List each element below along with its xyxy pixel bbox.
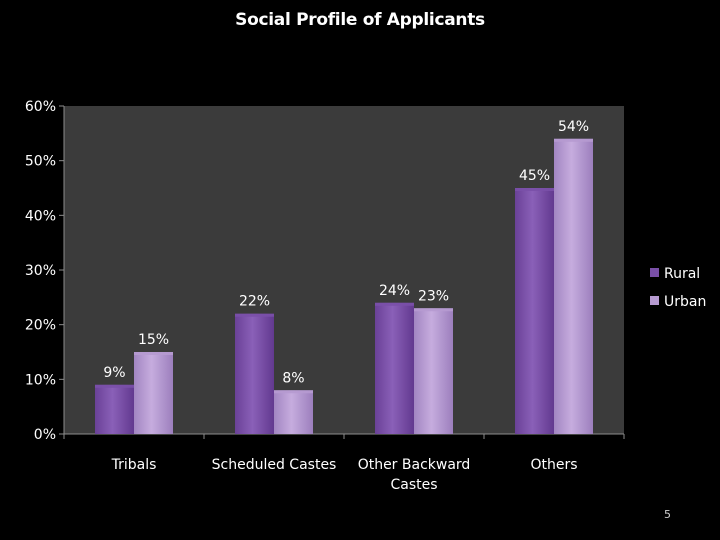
data-label: 9% — [103, 365, 125, 381]
x-tick-label: Tribals — [111, 457, 157, 473]
y-tick-label: 10% — [25, 372, 56, 388]
bar-top-highlight — [515, 188, 554, 191]
y-axis: 0% 10% 20% 30% 40% 50% 60% — [25, 99, 65, 443]
data-labels: 9% 22% 24% 45% 15% 8% 23% 54% — [103, 119, 589, 386]
legend-swatch-urban — [650, 296, 659, 305]
chart-title: Social Profile of Applicants — [235, 10, 485, 30]
y-tick-label: 0% — [34, 427, 56, 443]
bar-top-highlight — [414, 308, 453, 312]
legend: Rural Urban — [650, 266, 706, 310]
data-label: 23% — [418, 288, 449, 304]
bar-urban — [554, 138, 593, 435]
y-tick-label: 20% — [25, 318, 56, 334]
data-label: 54% — [558, 119, 589, 135]
bar-top-highlight — [375, 302, 414, 306]
legend-label: Rural — [664, 266, 700, 282]
bar-top-highlight — [95, 384, 134, 388]
bar-top-highlight — [134, 352, 173, 355]
legend-swatch-rural — [650, 268, 659, 277]
x-tick-label: Other Backward Castes — [358, 457, 471, 493]
x-tick-label: Scheduled Castes — [212, 457, 337, 473]
bar-rural — [95, 384, 134, 434]
y-tick-label: 40% — [25, 208, 56, 224]
bars — [95, 138, 593, 435]
y-tick-label: 60% — [25, 99, 56, 115]
bar-urban — [134, 352, 173, 434]
bar-top-highlight — [274, 390, 313, 394]
bar-top-highlight — [554, 138, 593, 142]
bar-rural — [235, 313, 274, 434]
bar-rural — [375, 302, 414, 434]
data-label: 24% — [379, 283, 410, 299]
data-label: 45% — [519, 168, 550, 184]
data-label: 8% — [282, 370, 304, 386]
bar-top-highlight — [235, 313, 274, 317]
bar-urban — [274, 390, 313, 434]
y-tick-label: 30% — [25, 263, 56, 279]
x-axis: Tribals Scheduled Castes Other Backward Cas… — [63, 433, 625, 493]
y-tick-label: 50% — [25, 154, 56, 170]
page-number: 5 — [664, 508, 671, 521]
bar-rural — [515, 188, 554, 434]
data-label: 15% — [138, 332, 169, 348]
bar-urban — [414, 308, 453, 434]
data-label: 22% — [239, 294, 270, 310]
legend-label: Urban — [664, 294, 706, 310]
x-tick-label: Others — [530, 457, 577, 473]
